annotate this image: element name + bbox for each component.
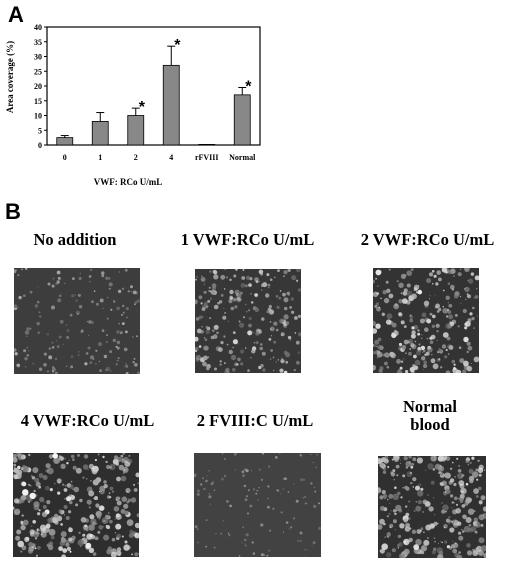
micrograph-label-4-vwf: 4 VWF:RCo U/mL xyxy=(20,411,155,430)
y-tick-label: 35 xyxy=(34,38,42,47)
micrograph-texture xyxy=(14,268,140,374)
bar xyxy=(233,94,251,146)
micrograph-4-vwf xyxy=(13,453,139,557)
micrograph-texture xyxy=(194,453,321,557)
y-tick-label: 40 xyxy=(34,23,42,32)
plot-frame xyxy=(46,26,261,146)
micrograph-label-normal-blood: Normal blood xyxy=(402,397,458,435)
x-tick-label: rFVIII xyxy=(195,153,219,162)
x-tick-label: 4 xyxy=(169,153,173,162)
y-axis-label: Area coverage (%) xyxy=(5,41,15,113)
bar-chart: 0 5 10 15 20 25 30 35 40 0 1 * 2 * 4 rFVIII * Normal Area… xyxy=(5,23,261,187)
micrograph-label-1-vwf: 1 VWF:RCo U/mL xyxy=(180,230,315,249)
x-tick-label: Normal xyxy=(229,153,256,162)
y-tick-label: 30 xyxy=(34,53,42,62)
x-tick-label: 0 xyxy=(63,153,67,162)
micrograph-2-vwf xyxy=(373,268,479,373)
micrograph-label-no-addition: No addition xyxy=(33,230,117,249)
bar xyxy=(56,137,74,146)
panel-a-letter: A xyxy=(8,2,24,27)
bar xyxy=(91,121,109,146)
micrograph-texture xyxy=(378,456,486,558)
y-tick-label: 0 xyxy=(38,141,42,150)
bar xyxy=(127,115,145,146)
significance-marker: * xyxy=(174,37,181,54)
panel-b-letter: B xyxy=(5,199,21,224)
bar xyxy=(198,144,216,146)
x-axis-label: VWF: RCo U/mL xyxy=(94,177,163,187)
y-tick-label: 15 xyxy=(34,97,42,106)
micrograph-texture xyxy=(13,453,139,557)
micrograph-texture xyxy=(195,269,301,373)
x-tick-label: 1 xyxy=(98,153,102,162)
y-tick-label: 5 xyxy=(38,126,42,135)
micrograph-label-2-fviii: 2 FVIII:C U/mL xyxy=(196,411,314,430)
significance-marker: * xyxy=(139,99,146,116)
y-tick-label: 20 xyxy=(34,82,42,91)
micrograph-no-addition xyxy=(14,268,140,374)
micrograph-label-2-vwf: 2 VWF:RCo U/mL xyxy=(360,230,495,249)
micrograph-2-fviii xyxy=(194,453,321,557)
micrograph-1-vwf xyxy=(195,269,301,373)
y-tick-label: 10 xyxy=(34,112,42,121)
significance-marker: * xyxy=(245,78,252,95)
x-tick-label: 2 xyxy=(134,153,138,162)
y-tick-label: 25 xyxy=(34,67,42,76)
micrograph-texture xyxy=(373,268,479,373)
micrograph-normal-blood xyxy=(378,456,486,558)
bar xyxy=(162,64,180,146)
